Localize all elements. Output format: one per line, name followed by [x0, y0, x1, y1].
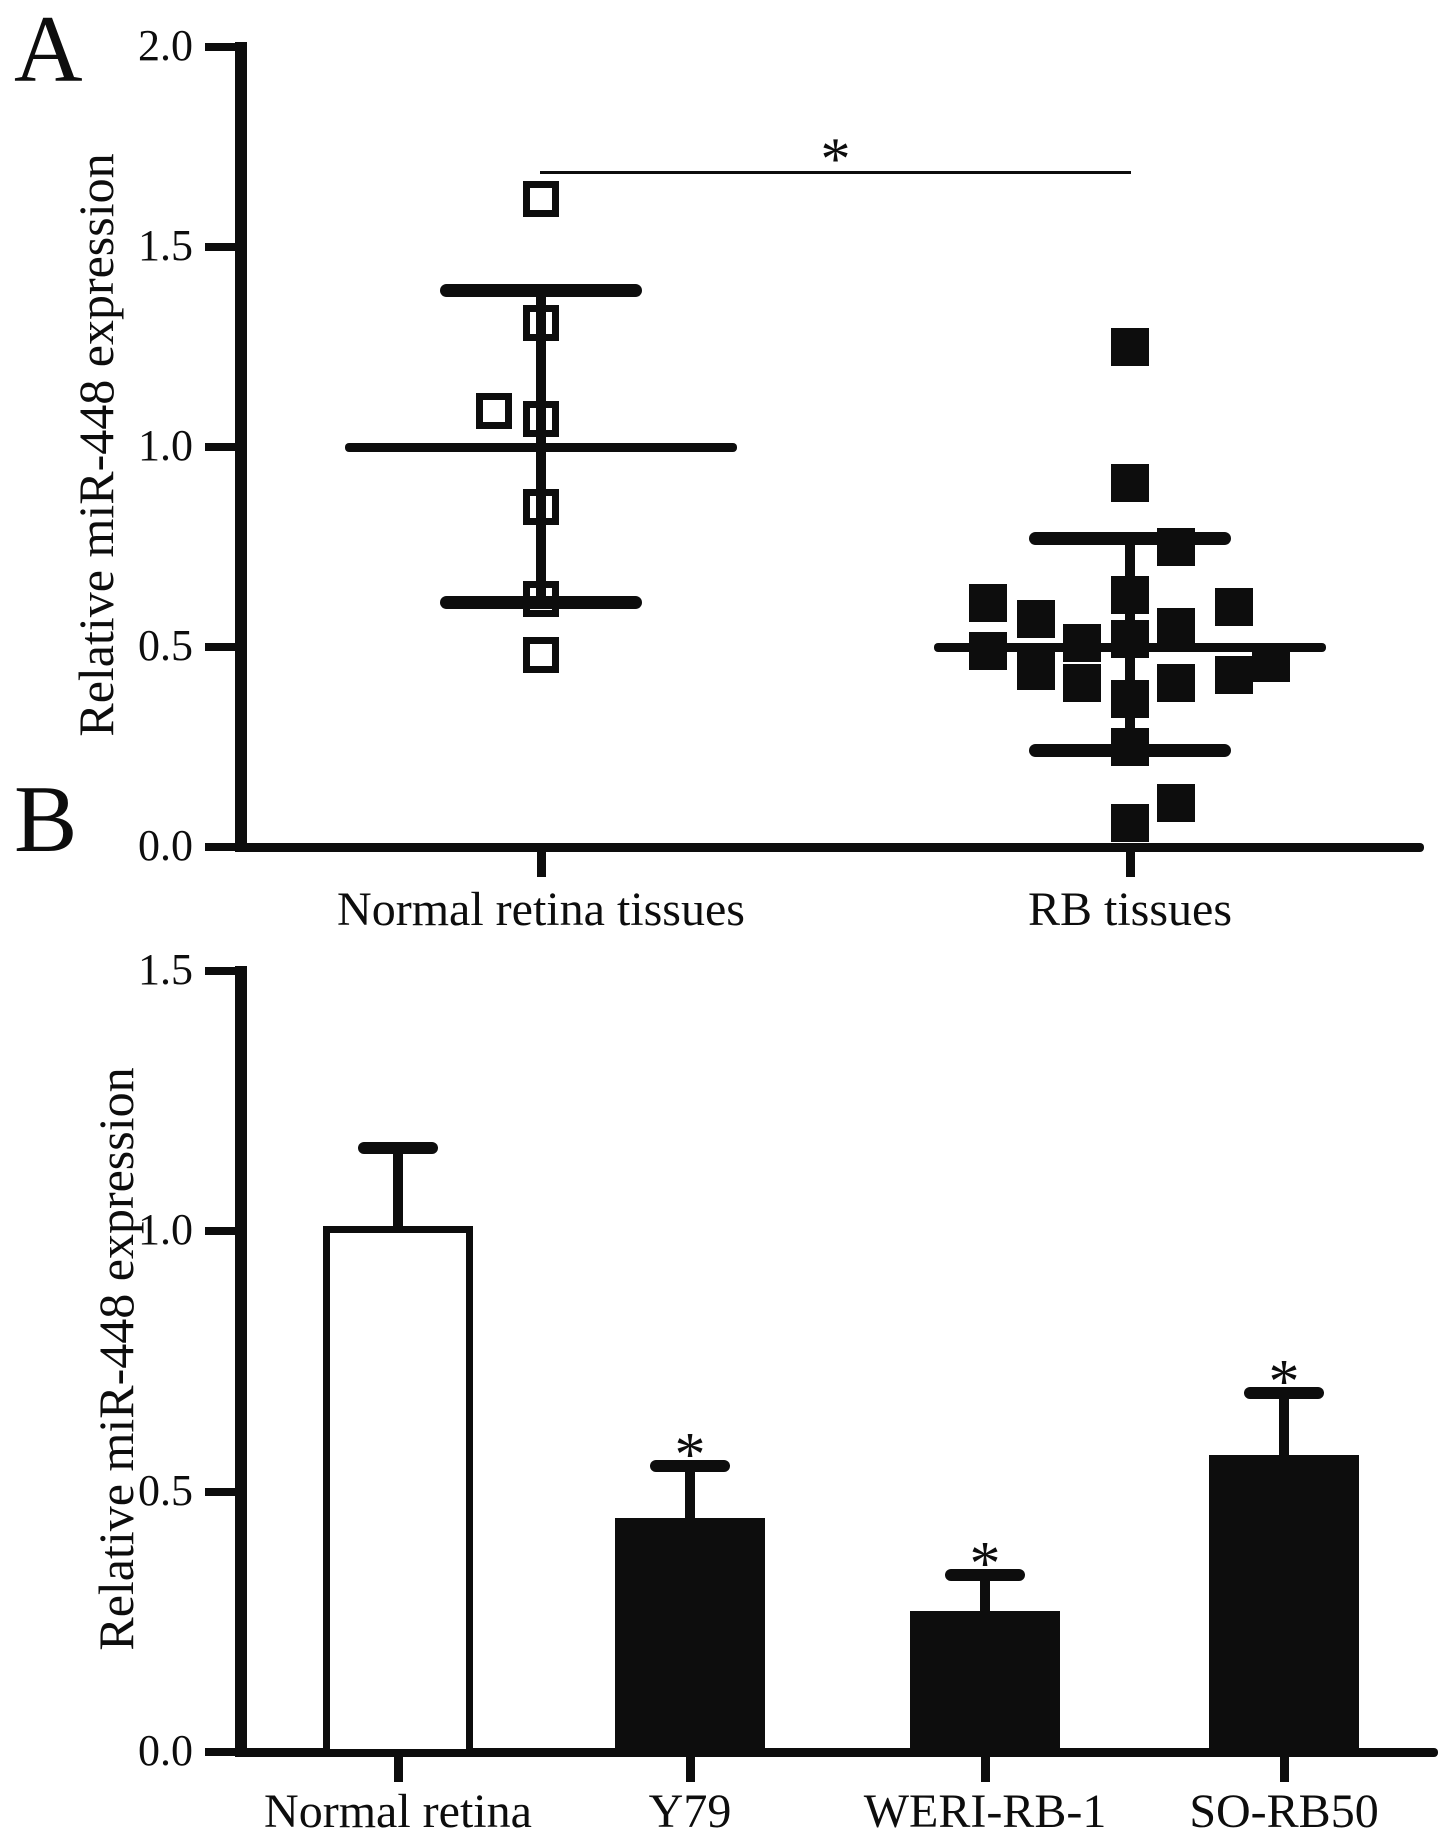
y-axis-tick	[205, 1488, 235, 1496]
y-tick-label: 0.5	[138, 621, 193, 670]
significance-asterisk: *	[969, 1530, 1001, 1598]
significance-asterisk: *	[674, 1421, 706, 1489]
y-tick-label: 1.0	[138, 1205, 193, 1254]
x-axis-line	[235, 1748, 1438, 1757]
bar	[910, 1611, 1060, 1756]
data-point-filled-square	[1157, 608, 1195, 646]
error-bar-whisker	[393, 1148, 403, 1238]
x-category-label: SO-RB50	[1189, 1785, 1379, 1835]
sd-cap-upper	[440, 284, 642, 297]
data-point-open-square	[523, 489, 559, 525]
data-point-filled-square	[1111, 328, 1149, 366]
x-category-label: Normal retina tissues	[337, 883, 745, 936]
panel-b-letter: B	[14, 766, 78, 872]
x-category-label: RB tissues	[1027, 883, 1233, 936]
mean-line	[345, 443, 737, 452]
x-category-label: Normal retina	[264, 1785, 532, 1835]
data-point-filled-square	[1017, 600, 1055, 638]
y-axis-line	[235, 42, 247, 852]
bar	[323, 1226, 473, 1756]
data-point-filled-square	[1063, 664, 1101, 702]
error-bar-whisker	[685, 1466, 695, 1530]
y-tick-label: 0.0	[138, 821, 193, 870]
sd-cap-lower	[440, 596, 642, 609]
data-point-filled-square	[1252, 644, 1290, 682]
y-axis-title: Relative miR-448 expression	[88, 1067, 144, 1651]
bar	[1209, 1455, 1359, 1756]
data-point-filled-square	[1063, 624, 1101, 662]
error-bar-whisker	[1279, 1393, 1289, 1467]
y-axis-tick	[205, 643, 235, 651]
data-point-open-square	[523, 637, 559, 673]
data-point-filled-square	[1111, 576, 1149, 614]
error-bar-cap	[1244, 1387, 1324, 1399]
y-tick-label: 1.5	[138, 221, 193, 270]
data-point-open-square	[523, 305, 559, 341]
data-point-filled-square	[1111, 680, 1149, 718]
x-axis-tick	[394, 1756, 403, 1782]
y-axis-tick	[205, 967, 235, 975]
y-tick-label: 0.0	[138, 1726, 193, 1775]
x-category-label: WERI-RB-1	[863, 1785, 1107, 1835]
bar	[615, 1518, 765, 1756]
error-bar-whisker	[980, 1575, 990, 1623]
panel-a-letter: A	[14, 0, 83, 102]
x-axis-tick	[1280, 1756, 1289, 1782]
x-category-label: Y79	[648, 1785, 732, 1835]
data-point-filled-square	[1157, 784, 1195, 822]
data-point-filled-square	[1215, 588, 1253, 626]
data-point-filled-square	[969, 584, 1007, 622]
data-point-filled-square	[969, 632, 1007, 670]
error-bar-cap	[650, 1460, 730, 1472]
y-tick-label: 0.5	[138, 1466, 193, 1515]
x-axis-tick	[686, 1756, 695, 1782]
x-axis-tick	[1126, 851, 1135, 877]
y-tick-label: 2.0	[138, 21, 193, 70]
data-point-open-square	[523, 581, 559, 617]
data-point-filled-square	[1111, 804, 1149, 842]
x-axis-line	[235, 843, 1424, 852]
error-bar-cap	[358, 1142, 438, 1154]
y-axis-tick	[205, 1748, 235, 1756]
data-point-filled-square	[1111, 620, 1149, 658]
data-point-filled-square	[1157, 528, 1195, 566]
data-point-filled-square	[1157, 664, 1195, 702]
data-point-filled-square	[1215, 656, 1253, 694]
y-axis-line	[235, 966, 247, 1757]
data-point-open-square	[523, 401, 559, 437]
y-axis-tick	[205, 843, 235, 851]
y-tick-label: 1.0	[138, 421, 193, 470]
data-point-filled-square	[1111, 464, 1149, 502]
y-axis-tick	[205, 43, 235, 51]
significance-line	[540, 171, 1131, 174]
x-axis-tick	[537, 851, 546, 877]
data-point-filled-square	[1017, 652, 1055, 690]
data-point-open-square	[476, 393, 512, 429]
x-axis-tick	[981, 1756, 990, 1782]
y-tick-label: 1.5	[138, 945, 193, 994]
y-axis-tick	[205, 243, 235, 251]
y-axis-tick	[205, 443, 235, 451]
y-axis-tick	[205, 1227, 235, 1235]
data-point-filled-square	[1111, 728, 1149, 766]
significance-asterisk: *	[1268, 1348, 1300, 1416]
error-bar-cap	[945, 1569, 1025, 1581]
significance-asterisk: *	[820, 126, 851, 192]
data-point-open-square	[523, 181, 559, 217]
